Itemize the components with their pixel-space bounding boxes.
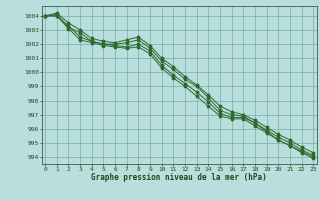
X-axis label: Graphe pression niveau de la mer (hPa): Graphe pression niveau de la mer (hPa) [91,173,267,182]
